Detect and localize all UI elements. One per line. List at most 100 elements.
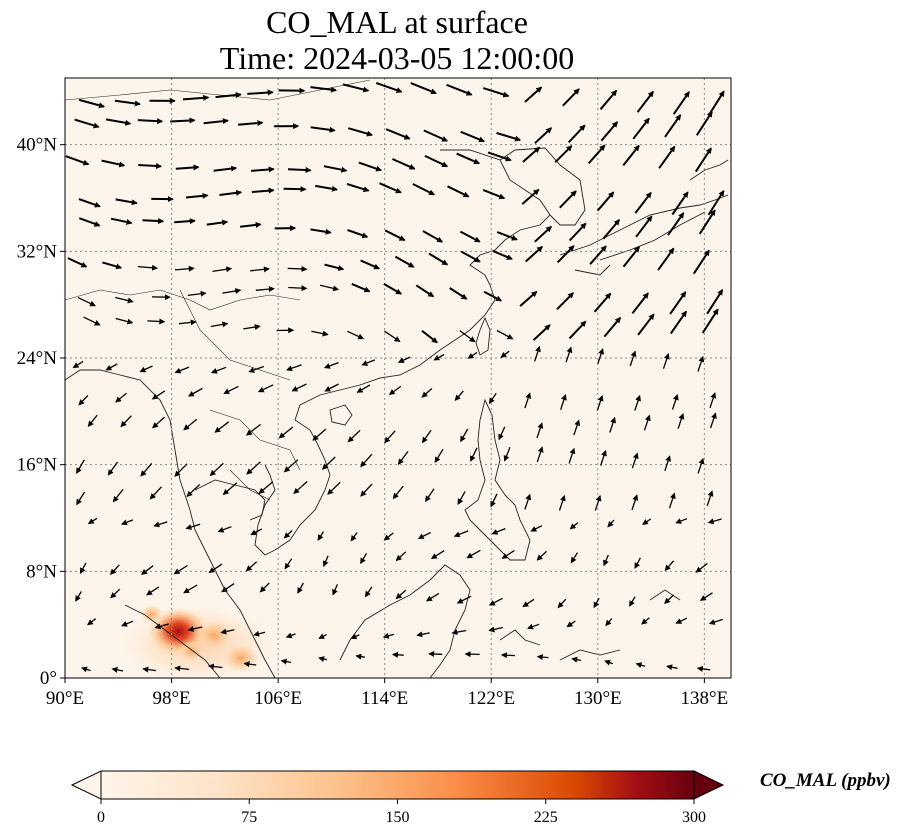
wind-arrow bbox=[355, 653, 365, 660]
wind-arrow bbox=[669, 310, 688, 335]
wind-arrow bbox=[210, 321, 229, 328]
wind-arrow bbox=[278, 426, 294, 439]
wind-arrow bbox=[565, 346, 573, 363]
tick-label-lon: 122°E bbox=[467, 688, 515, 709]
wind-arrow bbox=[239, 221, 262, 228]
wind-arrow bbox=[415, 284, 435, 298]
wind-arrow bbox=[107, 461, 119, 476]
wind-arrow bbox=[459, 230, 481, 243]
wind-arrow bbox=[631, 292, 649, 315]
concentration-hotspot bbox=[178, 640, 206, 663]
wind-vectors bbox=[65, 82, 725, 673]
wind-arrow bbox=[154, 623, 169, 630]
wind-arrow bbox=[388, 385, 402, 395]
tick-label-lat: 32°N bbox=[17, 241, 58, 262]
wind-arrow bbox=[694, 147, 712, 173]
wind-arrow bbox=[430, 550, 445, 560]
wind-arrow bbox=[604, 659, 614, 666]
colorbar: 0 75 150 225 300 bbox=[70, 770, 725, 826]
wind-arrow bbox=[212, 266, 233, 273]
wind-arrow bbox=[391, 651, 404, 658]
wind-arrow bbox=[209, 462, 224, 477]
wind-arrow bbox=[110, 217, 133, 225]
coastline-sumatra bbox=[124, 604, 221, 678]
wind-arrow bbox=[182, 94, 210, 101]
wind-arrow bbox=[187, 626, 203, 632]
wind-arrow bbox=[315, 184, 338, 192]
wind-arrow bbox=[283, 186, 307, 193]
wind-arrow bbox=[589, 245, 607, 265]
wind-arrow bbox=[697, 457, 705, 474]
wind-arrow bbox=[214, 421, 230, 433]
wind-arrow bbox=[395, 551, 407, 562]
wind-arrow bbox=[566, 620, 576, 628]
wind-arrow bbox=[602, 219, 621, 240]
wind-arrow bbox=[76, 459, 85, 474]
wind-arrow bbox=[384, 330, 401, 342]
tick-label-lon: 106°E bbox=[254, 688, 302, 709]
wind-arrow bbox=[185, 523, 201, 530]
wind-arrow bbox=[692, 249, 710, 275]
wind-arrow bbox=[310, 228, 332, 235]
wind-arrow bbox=[671, 393, 679, 410]
wind-arrow bbox=[350, 633, 360, 640]
wind-arrow bbox=[457, 491, 466, 505]
coastline-korea bbox=[499, 147, 586, 226]
colorbar-tick-label: 225 bbox=[534, 809, 558, 826]
wind-arrow bbox=[310, 126, 336, 133]
wind-arrow bbox=[342, 83, 370, 93]
wind-arrow bbox=[356, 384, 371, 393]
wind-arrow bbox=[149, 486, 162, 500]
wind-arrow bbox=[500, 350, 510, 358]
wind-arrow bbox=[327, 481, 341, 495]
map-title-line-1: CO_MAL at surface bbox=[266, 4, 528, 40]
wind-arrow bbox=[221, 583, 235, 593]
wind-arrow bbox=[250, 266, 270, 273]
wind-arrow bbox=[110, 588, 121, 599]
wind-arrow bbox=[101, 159, 126, 168]
axis-ticks: 90°E 98°E 106°E 114°E 122°E 130°E 138°E 0° 8°N 16… bbox=[17, 135, 729, 709]
wind-arrow bbox=[434, 448, 444, 464]
wind-arrow bbox=[534, 225, 552, 243]
wind-arrow bbox=[558, 494, 566, 511]
coastline-japan bbox=[559, 159, 729, 276]
wind-arrow bbox=[527, 623, 540, 630]
wind-arrow bbox=[658, 145, 676, 169]
colorbar-gradient bbox=[100, 770, 695, 800]
wind-arrow bbox=[183, 418, 198, 431]
wind-arrow bbox=[121, 620, 134, 627]
wind-arrow bbox=[524, 392, 532, 409]
wind-arrow bbox=[115, 296, 134, 304]
wind-arrow bbox=[488, 392, 497, 405]
wind-arrow bbox=[283, 459, 299, 473]
wind-arrow bbox=[467, 351, 478, 359]
wind-arrow bbox=[530, 525, 543, 532]
wind-arrow bbox=[525, 245, 543, 263]
wind-arrow bbox=[67, 257, 88, 268]
wind-arrow bbox=[459, 330, 476, 343]
wind-arrow bbox=[428, 252, 449, 266]
country-borders bbox=[65, 79, 371, 501]
wind-arrow bbox=[629, 350, 637, 367]
wind-arrow bbox=[536, 422, 544, 439]
wind-arrow bbox=[321, 456, 336, 470]
wind-arrow bbox=[246, 461, 261, 475]
wind-arrow bbox=[291, 383, 307, 392]
wind-arrow bbox=[622, 246, 640, 268]
wind-arrow bbox=[664, 594, 674, 604]
wind-arrow bbox=[622, 144, 640, 167]
wind-arrow bbox=[77, 297, 97, 307]
wind-arrow bbox=[219, 189, 243, 196]
map-background bbox=[65, 78, 731, 678]
wind-arrow bbox=[251, 187, 275, 194]
wind-arrow bbox=[593, 292, 612, 313]
wind-arrow bbox=[672, 91, 690, 115]
wind-arrow bbox=[453, 530, 469, 538]
wind-arrow bbox=[187, 290, 207, 297]
wind-arrow bbox=[587, 144, 606, 164]
wind-arrow bbox=[708, 618, 723, 625]
wind-arrow bbox=[635, 662, 646, 669]
wind-arrow bbox=[556, 292, 574, 311]
wind-arrow bbox=[664, 114, 682, 138]
wind-arrow bbox=[593, 597, 600, 609]
